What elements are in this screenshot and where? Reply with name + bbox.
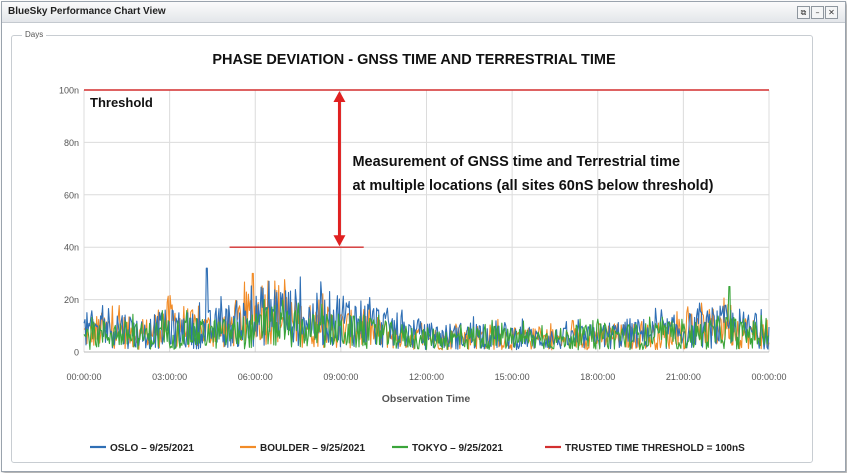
- chart-panel: [11, 35, 813, 463]
- y-tick-label: 40n: [64, 243, 79, 253]
- x-axis: 00:00:00 03:00:00 06:00:00 09:00:00 12:00:00…: [66, 372, 786, 382]
- y-tick-label: 100n: [59, 86, 79, 96]
- arrow-up-head-icon: [333, 91, 346, 102]
- x-tick-label: 18:00:00: [580, 372, 615, 382]
- measurement-annotation-line2: at multiple locations (all sites 60nS be…: [352, 178, 713, 194]
- window-title: BlueSky Performance Chart View: [8, 6, 166, 17]
- legend-label: BOULDER – 9/25/2021: [260, 443, 365, 454]
- restore-icon[interactable]: ⧉: [797, 6, 810, 19]
- legend-label: OSLO – 9/25/2021: [110, 443, 194, 454]
- x-tick-label: 00:00:00: [66, 372, 101, 382]
- series-line: [83, 285, 770, 351]
- y-tick-label: 20n: [64, 295, 79, 305]
- x-tick-label: 09:00:00: [323, 372, 358, 382]
- annotations: Threshold Measurement of GNSS time and Te…: [90, 91, 714, 248]
- y-tick-label: 80n: [64, 138, 79, 148]
- x-tick-label: 12:00:00: [409, 372, 444, 382]
- x-axis-label: Observation Time: [382, 393, 471, 405]
- measurement-annotation-line1: Measurement of GNSS time and Terrestrial…: [352, 154, 680, 170]
- title-bar: BlueSky Performance Chart View ⧉ – ✕: [2, 2, 845, 23]
- series-lines: [83, 89, 770, 351]
- y-tick-label: 60n: [64, 190, 79, 200]
- x-tick-label: 15:00:00: [495, 372, 530, 382]
- legend[interactable]: OSLO – 9/25/2021 BOULDER – 9/25/2021 TOKYO…: [90, 443, 745, 454]
- x-tick-label: 00:00:00: [751, 372, 786, 382]
- y-tick-label: 0: [74, 348, 79, 358]
- legend-label: TRUSTED TIME THRESHOLD = 100nS: [565, 443, 745, 454]
- x-tick-label: 06:00:00: [238, 372, 273, 382]
- threshold-annotation: Threshold: [90, 95, 153, 110]
- arrow-down-head-icon: [333, 235, 346, 247]
- close-icon[interactable]: ✕: [825, 6, 838, 19]
- minimize-icon[interactable]: –: [811, 6, 824, 19]
- x-tick-label: 03:00:00: [152, 372, 187, 382]
- chart-title: PHASE DEVIATION - GNSS TIME AND TERRESTR…: [212, 52, 616, 68]
- legend-label: TOKYO – 9/25/2021: [412, 443, 503, 454]
- x-tick-label: 21:00:00: [666, 372, 701, 382]
- y-axis: 0 20n 40n 60n 80n 100n: [59, 86, 79, 358]
- days-group-label: Days: [22, 30, 47, 39]
